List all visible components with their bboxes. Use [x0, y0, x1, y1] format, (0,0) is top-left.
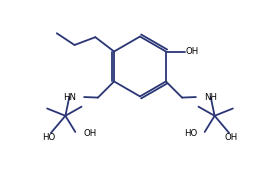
Text: OH: OH	[83, 129, 96, 138]
Text: NH: NH	[204, 92, 217, 102]
Text: HO: HO	[42, 133, 56, 142]
Text: OH: OH	[185, 47, 199, 56]
Text: HO: HO	[184, 129, 197, 138]
Text: OH: OH	[224, 133, 238, 142]
Text: HN: HN	[63, 92, 76, 102]
